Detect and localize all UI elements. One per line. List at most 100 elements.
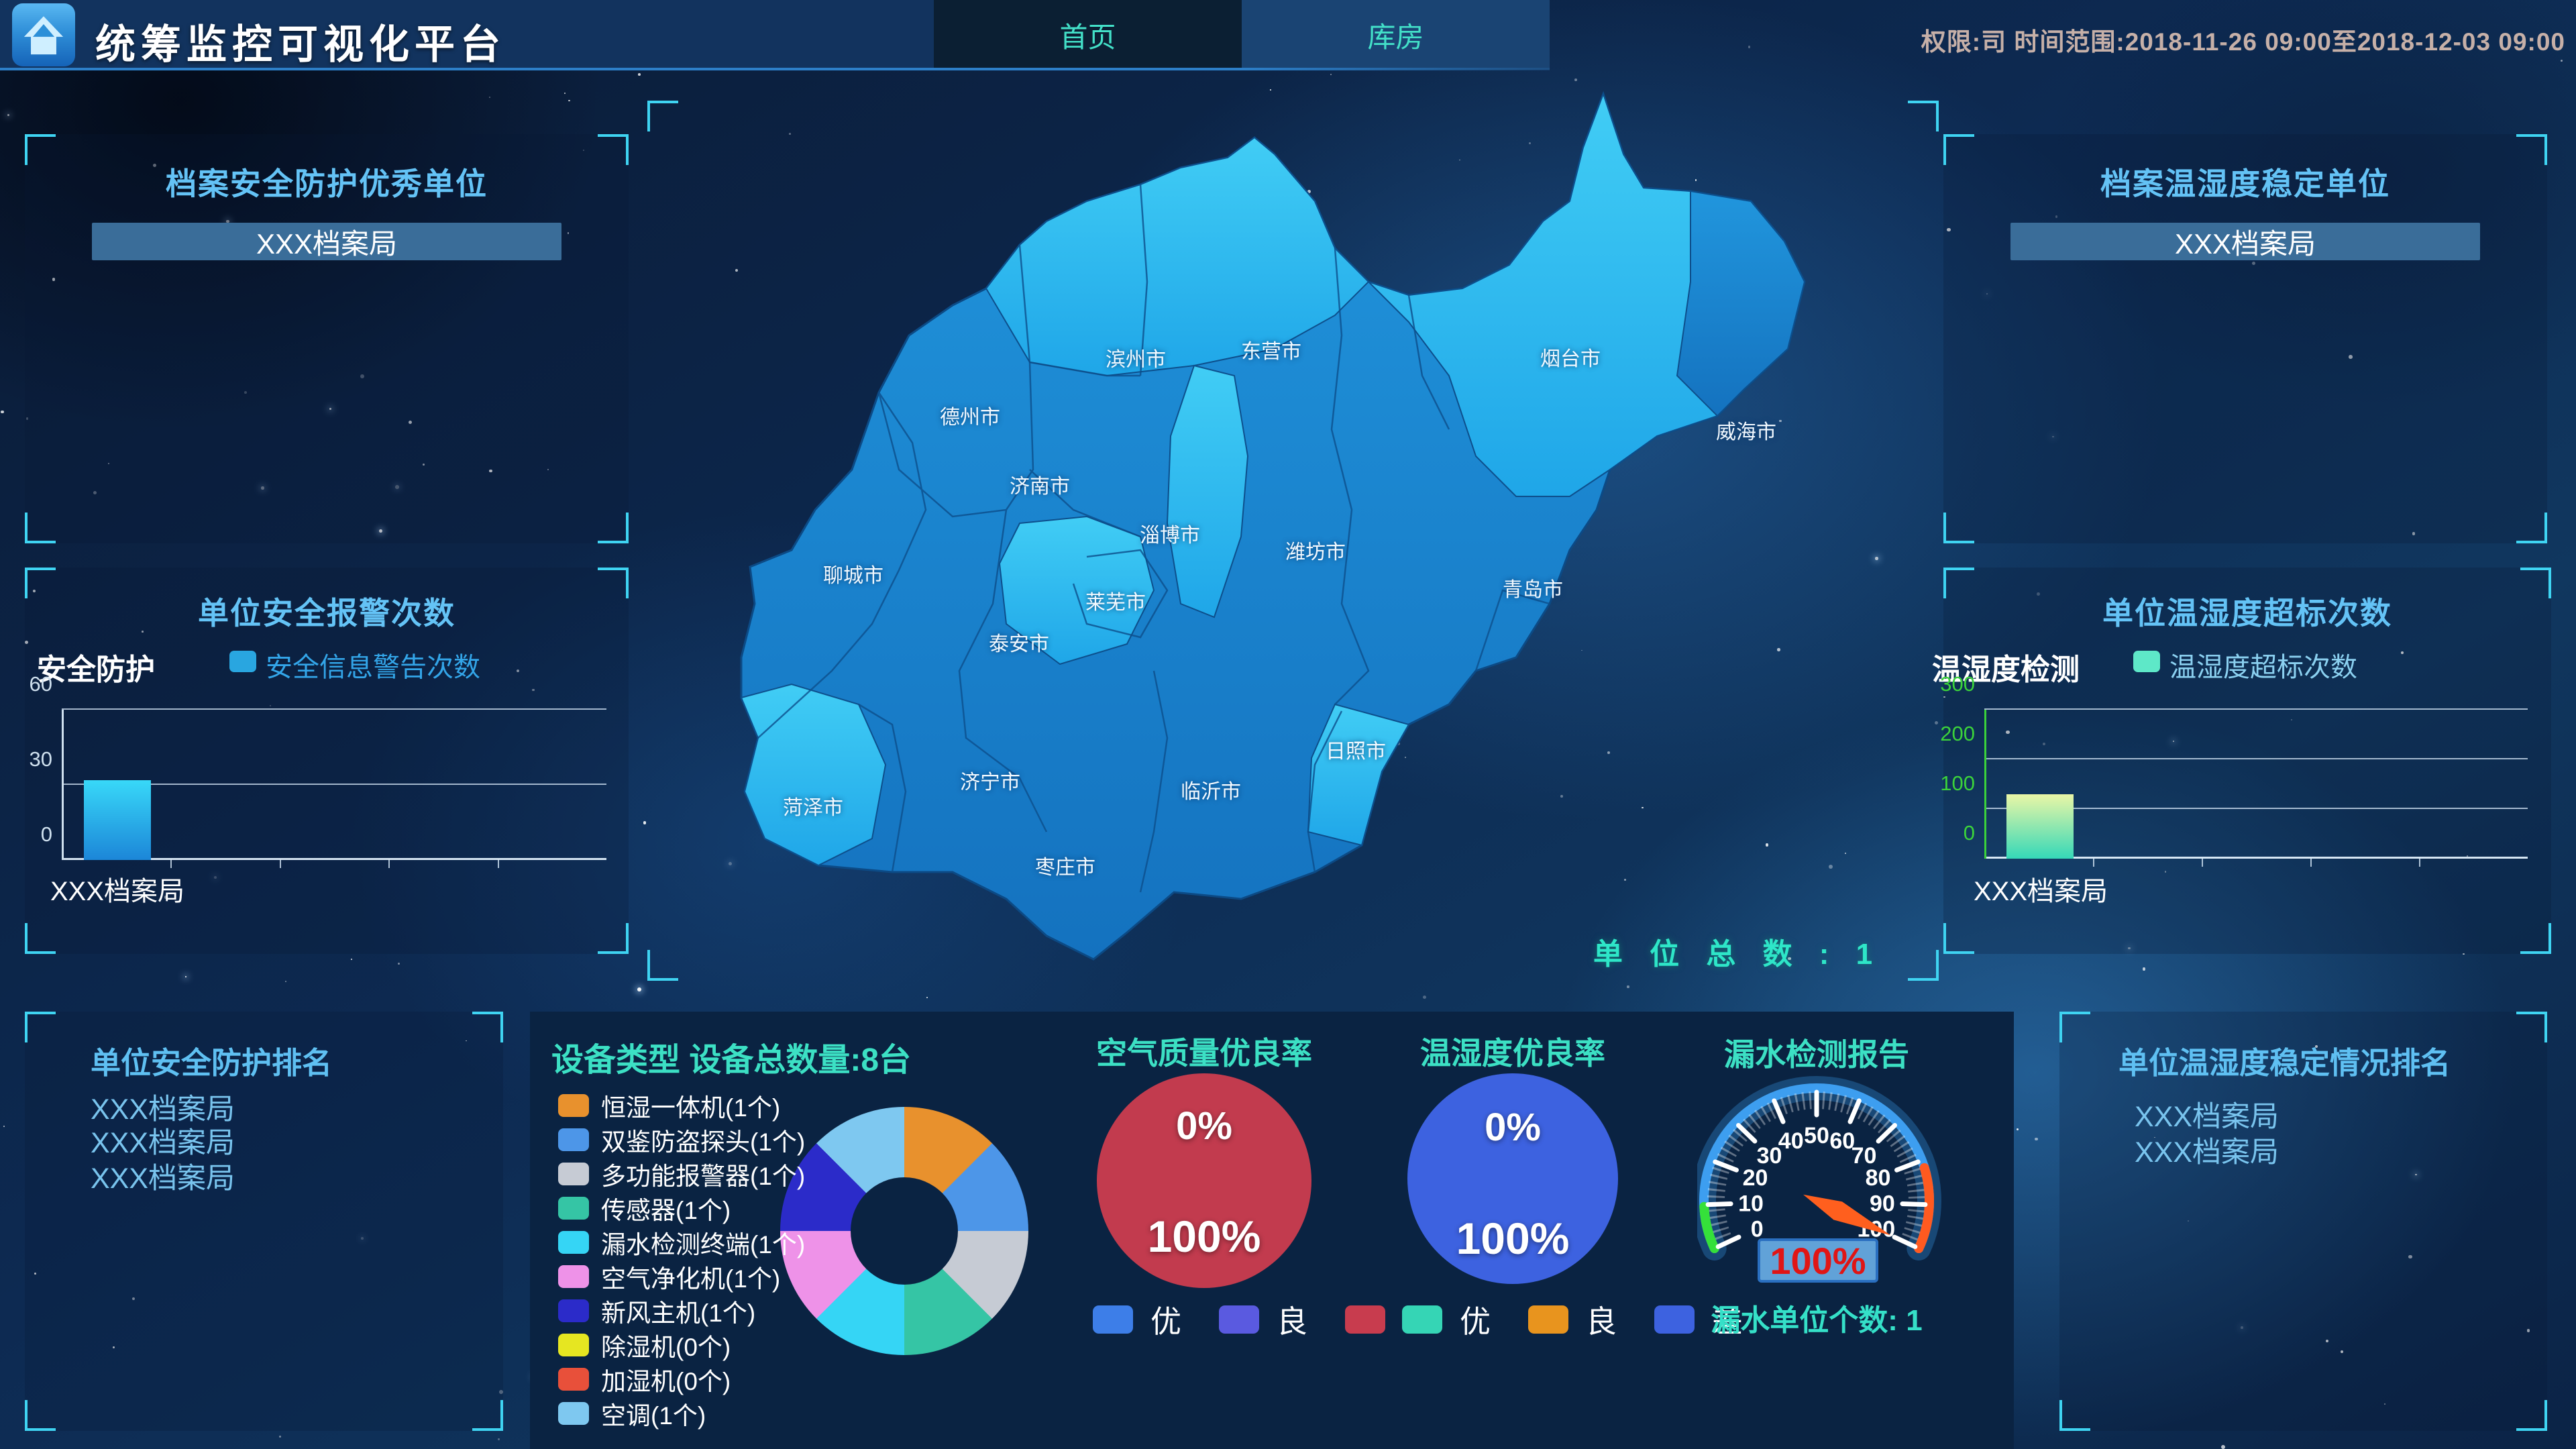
frame-corner-icon: [25, 568, 56, 598]
device-legend-item[interactable]: 漏水检测终端(1个): [558, 1229, 805, 1258]
x-category-label: XXX档案局: [50, 877, 185, 906]
pie-annotation: 100%: [1456, 1214, 1570, 1263]
frame-corner-icon: [647, 101, 678, 131]
map-city-label: 烟台市: [1540, 348, 1601, 370]
unit-total-label: 单 位 总 数 : 1: [1593, 938, 1882, 971]
pie-annotation: 0%: [1485, 1106, 1541, 1149]
device-legend-item[interactable]: 传感器(1个): [558, 1195, 731, 1224]
region-north: [985, 136, 1370, 377]
map-city-label: 枣庄市: [1035, 857, 1095, 879]
legend-label[interactable]: 安全信息警告次数: [266, 653, 480, 682]
panel-security-alarm-chart: 单位安全报警次数: [25, 568, 629, 954]
air-quality-title: 空气质量优良率: [1096, 1036, 1312, 1071]
legend-swatch-icon[interactable]: [1528, 1305, 1568, 1334]
map-city-label: 日照市: [1326, 741, 1386, 763]
app-title: 统筹监控可视化平台: [95, 23, 506, 67]
internal-borders: [757, 184, 1550, 893]
panel-title: 单位安全防护排名: [91, 1046, 333, 1080]
region-rizhao: [1307, 703, 1410, 847]
svg-text:40: 40: [1778, 1128, 1804, 1154]
region-weihai: [1676, 190, 1806, 417]
pie-annotation: 0%: [1176, 1104, 1232, 1148]
map-city-label: 青岛市: [1503, 579, 1563, 601]
legend-swatch-icon: [558, 1231, 589, 1254]
home-logo-button[interactable]: [12, 3, 75, 66]
device-types-donut-chart: [780, 1107, 1028, 1355]
device-legend-item[interactable]: 多功能报警器(1个): [558, 1161, 805, 1190]
chart-axis-label: 安全防护: [37, 653, 155, 686]
ranking-item[interactable]: XXX档案局: [2135, 1136, 2279, 1169]
water-leak-count: 漏水单位个数: 1: [1711, 1304, 1923, 1337]
humiture-exceed-bar-chart: 0 100 200 300: [1940, 672, 2528, 867]
map-city-label: 淄博市: [1140, 525, 1200, 547]
ranking-item[interactable]: XXX档案局: [91, 1163, 235, 1195]
humiture-rate-title: 温湿度优良率: [1420, 1036, 1605, 1071]
device-legend-item[interactable]: 空气净化机(1个): [558, 1263, 780, 1293]
panel-title: 单位温湿度超标次数: [2102, 596, 2392, 631]
legend-label[interactable]: 温湿度超标次数: [2169, 653, 2357, 682]
panel-title: 单位温湿度稳定情况排名: [2118, 1046, 2451, 1080]
svg-text:50: 50: [1804, 1123, 1829, 1148]
frame-corner-icon: [1908, 950, 1939, 981]
map-city-label: 聊城市: [823, 565, 883, 587]
device-legend-item[interactable]: 恒湿一体机(1个): [558, 1092, 780, 1122]
legend-label: 良: [1277, 1304, 1307, 1339]
panel-humiture-stable-unit: 档案温湿度稳定单位 XXX档案局: [1943, 134, 2547, 543]
ranking-item[interactable]: XXX档案局: [2135, 1101, 2279, 1133]
ranking-item[interactable]: XXX档案局: [91, 1127, 235, 1159]
shandong-province-map[interactable]: [704, 80, 1845, 966]
svg-text:10: 10: [1738, 1191, 1764, 1216]
legend-swatch-icon: [558, 1402, 589, 1425]
legend-swatch-icon: [558, 1197, 589, 1220]
legend-swatch-icon[interactable]: [1654, 1305, 1695, 1334]
permission-time-range: 权限:司 时间范围:2018-11-26 09:00至2018-12-03 09…: [1921, 28, 2565, 56]
panel-humiture-exceed-chart: 单位温湿度超标次数: [1943, 568, 2551, 954]
frame-corner-icon: [472, 1012, 503, 1042]
air-quality-legend: 优良差: [1093, 1297, 1454, 1342]
device-legend-item[interactable]: 双鉴防盗探头(1个): [558, 1126, 805, 1156]
legend-swatch-icon[interactable]: [2133, 651, 2160, 672]
panel-title: 单位安全报警次数: [198, 596, 455, 631]
device-legend-item[interactable]: 加湿机(0个): [558, 1366, 731, 1395]
svg-text:90: 90: [1870, 1191, 1895, 1216]
water-leak-title: 漏水检测报告: [1724, 1037, 1909, 1072]
tab-storeroom[interactable]: 库房: [1242, 0, 1550, 70]
legend-swatch-icon[interactable]: [1219, 1305, 1259, 1334]
device-legend-item[interactable]: 空调(1个): [558, 1400, 706, 1430]
frame-corner-icon: [1908, 101, 1939, 131]
legend-swatch-icon: [558, 1163, 589, 1185]
map-city-label: 泰安市: [989, 633, 1049, 655]
legend-swatch-icon: [558, 1094, 589, 1117]
device-legend-item[interactable]: 除湿机(0个): [558, 1332, 731, 1361]
legend-swatch-icon[interactable]: [1093, 1305, 1133, 1334]
unit-name-row[interactable]: XXX档案局: [92, 223, 561, 260]
region-zibo: [1166, 364, 1249, 619]
panel-title: 档案安全防护优秀单位: [166, 166, 488, 201]
frame-corner-icon: [598, 134, 629, 165]
frame-corner-icon: [2516, 513, 2547, 543]
map-city-label: 菏泽市: [783, 797, 843, 819]
frame-corner-icon: [2059, 1400, 2090, 1431]
map-city-label: 滨州市: [1106, 349, 1166, 371]
device-types-title: 设备类型 设备总数量:8台: [551, 1042, 912, 1078]
legend-swatch-icon[interactable]: [1402, 1305, 1442, 1334]
unit-name-row[interactable]: XXX档案局: [2010, 223, 2480, 260]
legend-label: 优: [1150, 1304, 1181, 1339]
panel-title: 档案温湿度稳定单位: [2100, 166, 2390, 201]
legend-swatch-icon: [558, 1299, 589, 1322]
device-legend-item[interactable]: 新风主机(1个): [558, 1297, 755, 1327]
legend-swatch-icon: [558, 1368, 589, 1391]
map-city-label: 济南市: [1010, 476, 1070, 498]
humiture-rate-pie-chart: [1407, 1073, 1618, 1284]
tab-home[interactable]: 首页: [934, 0, 1242, 70]
frame-corner-icon: [2516, 1400, 2547, 1431]
panel-security-ranking: 单位安全防护排名 XXX档案局 XXX档案局 XXX档案局: [25, 1012, 503, 1431]
legend-swatch-icon[interactable]: [1345, 1305, 1385, 1334]
ranking-item[interactable]: XXX档案局: [91, 1093, 235, 1126]
header-divider: [0, 68, 1550, 70]
humiture-rate-legend: 优良差: [1402, 1297, 1763, 1342]
legend-swatch-icon[interactable]: [229, 651, 256, 672]
frame-corner-icon: [1943, 513, 1974, 543]
